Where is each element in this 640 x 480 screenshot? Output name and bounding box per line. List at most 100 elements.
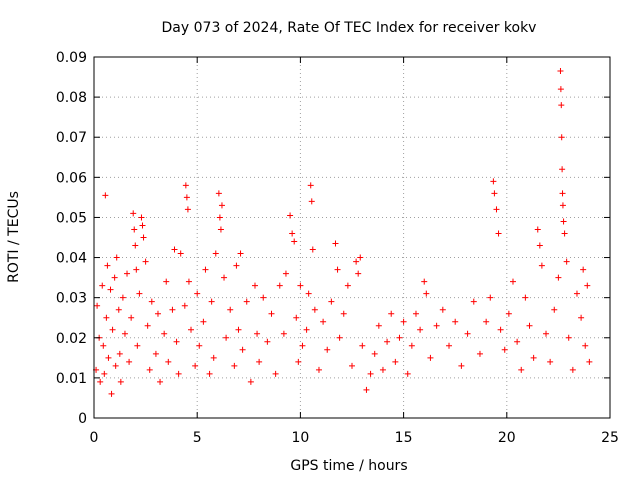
data-point [140,234,147,241]
x-tick-label: 5 [193,430,202,446]
data-point [309,246,316,253]
data-point [247,378,254,385]
data-point [144,322,151,329]
x-tick-label: 0 [90,430,99,446]
grid [94,57,610,418]
data-point [115,306,122,313]
data-point [293,314,300,321]
data-point [530,354,537,361]
data-point [543,330,550,337]
data-point [379,366,386,373]
data-point [216,214,223,221]
data-point [427,354,434,361]
data-point [146,366,153,373]
data-point [582,342,589,349]
data-point [148,298,155,305]
y-tick-label: 0.07 [56,130,87,146]
data-point [94,302,101,309]
data-point [344,282,351,289]
data-point [142,258,149,265]
x-tick-label: 25 [601,430,619,446]
data-point [353,258,360,265]
data-point [182,182,189,189]
data-point [260,294,267,301]
data-point [171,246,178,253]
data-point [557,86,564,93]
data-point [169,306,176,313]
data-point [233,262,240,269]
data-point [561,230,568,237]
data-point [200,318,207,325]
data-point [336,334,343,341]
data-point [291,238,298,245]
data-point [102,192,109,199]
data-point [134,342,141,349]
data-point [112,362,119,369]
data-point [136,290,143,297]
data-point [559,166,566,173]
plot-frame [93,56,611,419]
data-points [93,68,593,397]
data-point [355,270,362,277]
data-point [334,266,341,273]
data-point [396,334,403,341]
data-point [404,370,411,377]
data-point [332,240,339,247]
data-point [315,366,322,373]
data-point [130,210,137,217]
data-point [107,286,114,293]
data-point [208,298,215,305]
data-point [563,258,570,265]
y-tick-label: 0.08 [56,90,87,106]
data-point [295,358,302,365]
data-point [558,102,565,109]
data-point [299,342,306,349]
data-point [287,212,294,219]
data-point [113,254,120,261]
data-point [157,378,164,385]
data-point [132,242,139,249]
data-point [184,206,191,213]
data-point [559,190,566,197]
data-point [116,350,123,357]
data-point [388,310,395,317]
data-point [177,250,184,257]
data-point [483,318,490,325]
data-point [490,178,497,185]
y-tick-label: 0.09 [56,50,87,66]
data-point [493,206,500,213]
y-tick-label: 0.03 [56,291,87,307]
data-point [555,274,562,281]
data-point [421,278,428,285]
data-point [218,202,225,209]
data-point [538,262,545,269]
data-point [126,358,133,365]
data-point [280,330,287,337]
data-point [464,330,471,337]
data-point [109,326,116,333]
data-point [183,194,190,201]
chart-title: Day 073 of 2024, Rate Of TEC Index for r… [162,20,537,36]
data-point [165,358,172,365]
data-point [518,366,525,373]
data-point [375,322,382,329]
data-point [161,330,168,337]
data-point [152,350,159,357]
data-point [526,322,533,329]
data-point [367,370,374,377]
data-point [121,330,128,337]
data-point [320,318,327,325]
data-point [458,362,465,369]
data-point [217,226,224,233]
data-point [256,358,263,365]
data-point [446,342,453,349]
data-point [487,294,494,301]
data-point [433,322,440,329]
data-point [476,350,483,357]
data-point [439,306,446,313]
data-point [188,326,195,333]
data-point [495,230,502,237]
data-point [237,250,244,257]
data-point [491,190,498,197]
